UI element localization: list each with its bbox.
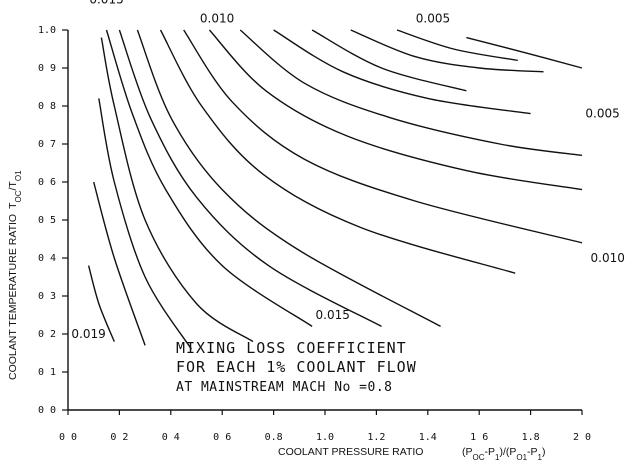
y-tick-label: 0 2 bbox=[38, 329, 56, 340]
contour-line bbox=[118, 29, 382, 328]
contour-line bbox=[311, 29, 467, 92]
contour-line bbox=[100, 37, 254, 343]
contour-label: 0.019 bbox=[71, 327, 105, 341]
x-tick-label: 0.8 bbox=[265, 432, 283, 443]
contour-line bbox=[105, 29, 313, 327]
x-ticks: 0 0 0 2 0 4 0 6 0.8 1.0 1.2 1.4 1 6 1.8 2 0 bbox=[59, 410, 591, 443]
y-tick-label: 0 3 bbox=[38, 291, 56, 302]
y-tick-label: 0 7 bbox=[38, 139, 56, 150]
x-tick-label: 2 0 bbox=[573, 432, 591, 443]
x-tick-label: 1.8 bbox=[522, 432, 540, 443]
y-tick-label: 0 0 bbox=[38, 405, 56, 416]
contour-line bbox=[98, 98, 192, 350]
contour-line bbox=[183, 29, 583, 244]
contour-line bbox=[396, 29, 518, 62]
y-tick-label: 0 4 bbox=[38, 253, 56, 264]
contour-line bbox=[350, 29, 544, 73]
x-tick-label: 0 2 bbox=[110, 432, 128, 443]
y-tick-label: 0 8 bbox=[38, 101, 56, 112]
contour-line bbox=[239, 29, 583, 157]
x-tick-label: 1.2 bbox=[367, 432, 385, 443]
contour-label: 0.010 bbox=[591, 251, 625, 265]
contour-lines bbox=[87, 29, 583, 350]
contour-line bbox=[93, 181, 146, 346]
y-tick-label: 0 1 bbox=[38, 367, 56, 378]
contour-labels: 0.015 0.010 0.005 0.005 0.010 0.015 0.019 bbox=[71, 0, 624, 341]
contour-label: 0.015 bbox=[89, 0, 123, 7]
y-tick-label: 0 6 bbox=[38, 177, 56, 188]
contour-line bbox=[208, 29, 583, 191]
y-tick-label: 0 5 bbox=[38, 215, 56, 226]
x-tick-label: 1.4 bbox=[419, 432, 437, 443]
y-axis-title: COOLANT TEMPERATURE RATIOTOC/TO1 bbox=[7, 170, 23, 380]
annotation-line-3: AT MAINSTREAM MACH No =0.8 bbox=[176, 380, 393, 395]
contour-label: 0.010 bbox=[200, 12, 234, 26]
contour-line bbox=[273, 29, 531, 115]
y-tick-label: 0 9 bbox=[38, 63, 56, 74]
annotation-line-1: MIXING LOSS COEFFICIENT bbox=[176, 339, 407, 357]
contour-line bbox=[159, 29, 516, 274]
x-axis-formula: (POC-P1)/(PO1-P1) bbox=[462, 446, 546, 462]
contour-line bbox=[136, 29, 441, 328]
x-tick-label: 0 0 bbox=[59, 432, 77, 443]
y-ticks: 0 0 0 1 0 2 0 3 0 4 0 5 0 6 0 7 0 8 0 9 1.0 bbox=[38, 25, 68, 416]
x-tick-label: 0 4 bbox=[162, 432, 180, 443]
contour-label: 0.005 bbox=[416, 12, 450, 26]
x-axis-title: COOLANT PRESSURE RATIO bbox=[278, 446, 423, 458]
contour-label: 0.005 bbox=[585, 107, 619, 121]
y-tick-label: 1.0 bbox=[38, 25, 56, 36]
x-tick-label: 1.0 bbox=[316, 432, 334, 443]
annotation-line-2: FOR EACH 1% COOLANT FLOW bbox=[176, 358, 417, 376]
contour-line bbox=[87, 265, 115, 342]
x-tick-label: 1 6 bbox=[470, 432, 488, 443]
contour-label: 0.015 bbox=[316, 308, 350, 322]
x-tick-label: 0 6 bbox=[213, 432, 231, 443]
contour-line bbox=[466, 36, 583, 69]
